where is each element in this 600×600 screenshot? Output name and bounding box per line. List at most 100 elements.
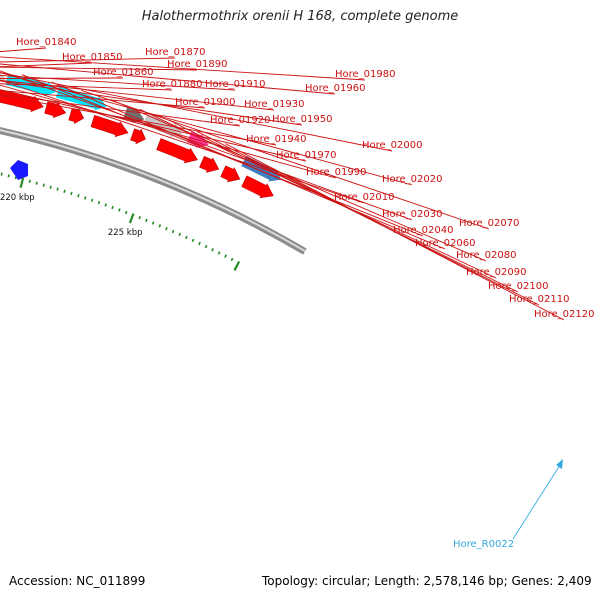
scale-label: 225 kbp	[108, 228, 143, 238]
scale-tick	[158, 224, 162, 228]
cds-arrow	[44, 101, 67, 119]
scale-tick	[124, 210, 128, 215]
cds-arrow	[68, 107, 85, 125]
scale-tick	[128, 213, 135, 224]
label-leader-line	[0, 74, 236, 91]
cds-arrow	[241, 175, 274, 199]
gene-label: Hore_01990	[306, 167, 367, 178]
scale-tick	[138, 216, 141, 220]
rna-feature-arrow	[556, 459, 563, 469]
label-leader-line	[0, 95, 277, 146]
scale-tick	[19, 177, 25, 188]
gene-label: Hore_02010	[334, 192, 395, 203]
scale-tick	[77, 194, 80, 198]
label-leader-line	[51, 81, 446, 250]
gene-label: Hore_02100	[488, 281, 549, 292]
scale-tick-layer: 195 kbp200 kbp205 kbp210 kbp215 kbp220 k…	[0, 172, 241, 271]
scale-tick	[104, 203, 108, 207]
scale-tick	[63, 189, 66, 194]
label-leader-line	[0, 72, 393, 152]
gene-label: Hore_01840	[16, 37, 77, 48]
scale-tick	[224, 254, 227, 258]
scale-tick	[233, 260, 241, 271]
label-leader-line	[0, 66, 198, 71]
gene-label: Hore_01910	[205, 79, 266, 90]
scale-tick	[97, 200, 101, 205]
label-leader-line	[21, 74, 424, 237]
label-leader-line	[0, 90, 206, 109]
scale-tick	[42, 183, 45, 187]
accession-text: Accession: NC_011899	[9, 574, 146, 588]
label-leader-line	[0, 89, 307, 162]
gene-label: Hore_01930	[244, 99, 305, 110]
backbone-outer	[0, 127, 307, 255]
cds-arrow	[199, 155, 220, 173]
scale-tick	[211, 248, 214, 252]
backbone-layer	[0, 127, 307, 255]
cds-arrow	[156, 138, 198, 164]
gene-label: Hore_01890	[167, 59, 228, 70]
gene-label: Hore_02060	[415, 238, 476, 249]
label-leader-line	[110, 99, 487, 262]
scale-tick	[145, 218, 148, 223]
rna-leader-line	[512, 464, 561, 540]
label-leader-line	[0, 70, 413, 221]
cog-feature-arrow	[0, 71, 8, 83]
gene-label: Hore_01950	[272, 114, 333, 125]
gene-label: Hore_02110	[509, 294, 570, 305]
label-leader-line	[0, 79, 275, 111]
cds-arrow	[90, 114, 129, 138]
cds-arrow	[220, 165, 241, 183]
gene-label: Hore_02020	[382, 174, 443, 185]
cds-arrow	[130, 128, 146, 145]
gene-label: Hore_01920	[210, 115, 271, 126]
scale-tick	[7, 174, 10, 178]
gene-label: Hore_02030	[382, 209, 443, 220]
gene-label: Hore_01900	[175, 97, 236, 108]
gene-label: Hore_01880	[142, 79, 203, 90]
gene-label: Hore_02000	[362, 140, 423, 151]
scale-tick	[217, 251, 221, 255]
scale-tick	[83, 196, 87, 200]
scale-tick	[49, 185, 52, 189]
rna-label: Hore_R0022	[453, 539, 514, 550]
gene-label: Hore_01850	[62, 52, 123, 63]
gene-label: Hore_01940	[246, 134, 307, 145]
scale-tick	[204, 244, 208, 249]
scale-tick	[56, 187, 59, 191]
scale-tick	[230, 257, 234, 262]
scale-tick	[185, 235, 188, 240]
scale-tick	[35, 181, 38, 185]
gene-label: Hore_02070	[459, 218, 520, 229]
label-leader-line	[0, 77, 124, 79]
gene-label: Hore_02040	[393, 225, 454, 236]
genome-summary-text: Topology: circular; Length: 2,578,146 bp…	[262, 574, 592, 588]
gene-label: Hore_01970	[276, 150, 337, 161]
scale-tick	[70, 191, 73, 196]
gene-label: Hore_02080	[456, 250, 517, 261]
gene-label: Hore_02120	[534, 309, 595, 320]
gene-label: Hore_01960	[305, 83, 366, 94]
gene-label: Hore_01980	[335, 69, 396, 80]
scale-label: 220 kbp	[0, 193, 35, 203]
label-leader-line	[225, 143, 565, 321]
gene-label: Hore_01870	[145, 47, 206, 58]
label-leader-line	[0, 63, 336, 95]
scale-tick	[0, 172, 3, 176]
scale-tick	[28, 179, 31, 183]
scale-tick	[165, 227, 168, 231]
label-leader-line	[0, 72, 413, 186]
scale-tick	[178, 232, 182, 237]
scale-tick	[118, 208, 121, 212]
reverse-arrow-blue	[10, 160, 28, 180]
scale-tick	[151, 221, 155, 225]
scale-tick	[171, 229, 175, 234]
scale-tick	[111, 205, 114, 210]
leader-layer	[0, 47, 565, 540]
map-title: Halothermothrix orenii H 168, complete g…	[141, 9, 459, 24]
label-leader-line	[0, 84, 337, 179]
label-leader-line	[0, 80, 303, 126]
scale-tick	[191, 238, 195, 243]
label-leader-line	[0, 56, 366, 81]
